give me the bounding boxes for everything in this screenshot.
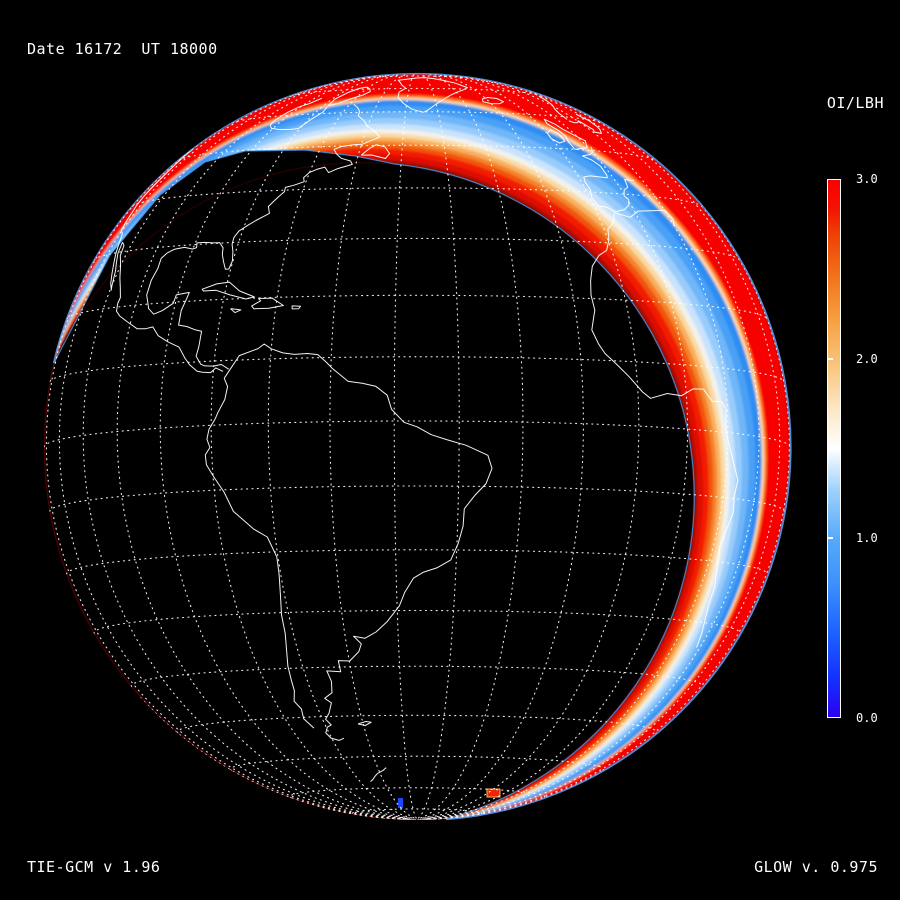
coastline-hudson-bay <box>269 97 328 130</box>
coastline-western-europe-iberia <box>581 146 635 213</box>
colorbar-tickmark-2.0 <box>828 358 833 360</box>
coastline-central-america-caribbean <box>162 291 229 370</box>
coastline-south-america-east <box>223 343 493 741</box>
coastline-north-africa-med <box>615 209 675 226</box>
coastline-puerto-rico <box>291 305 302 310</box>
coastline-iceland <box>481 97 504 105</box>
coastline-africa-atlantic <box>590 213 739 648</box>
coastline-norway-west <box>538 95 568 120</box>
coastline-great-britain <box>543 118 588 150</box>
colorbar-tick-2.0: 2.0 <box>856 352 878 366</box>
coastline-cuba <box>201 281 255 300</box>
coastline-hispaniola <box>251 297 284 310</box>
coastline-scandinavia-baltic <box>568 113 602 134</box>
terminator-fringe <box>53 149 695 820</box>
colorbar-tickmark-1.0 <box>828 537 833 539</box>
coastline-north-america-gulf-east <box>146 103 381 315</box>
coastline-falkland-islands <box>357 721 372 726</box>
coastline-antarctic-peninsula <box>370 767 387 782</box>
airglow-band-layer <box>44 74 790 820</box>
coastlines <box>110 77 739 782</box>
coastline-chile-pacific-coast <box>204 378 315 729</box>
globe-disk <box>44 74 790 820</box>
colorbar-tick-3.0: 3.0 <box>856 172 878 186</box>
date-ut-label: Date 16172 UT 18000 <box>27 40 218 58</box>
coastline-ireland <box>546 129 566 144</box>
coastline-baja-west-coast <box>110 148 194 291</box>
colorbar-tick-0.0: 0.0 <box>856 711 878 725</box>
colorbar-title: OI/LBH <box>826 94 884 112</box>
night-side-bite <box>54 150 395 363</box>
coastline-jamaica <box>230 308 242 314</box>
colorbar <box>827 179 841 718</box>
coastline-central-america-pacific <box>116 241 224 374</box>
colorbar-tick-1.0: 1.0 <box>856 531 878 545</box>
glow-version-label: GLOW v. 0.975 <box>754 858 878 876</box>
graticule <box>44 74 790 820</box>
model-version-label: TIE-GCM v 1.96 <box>27 858 161 876</box>
band-tail-dash <box>486 788 501 798</box>
coastline-newfoundland <box>360 144 391 159</box>
coastline-greenland <box>397 77 468 113</box>
coastline-baffin-island <box>327 86 371 107</box>
band-tail-dash <box>398 798 403 808</box>
